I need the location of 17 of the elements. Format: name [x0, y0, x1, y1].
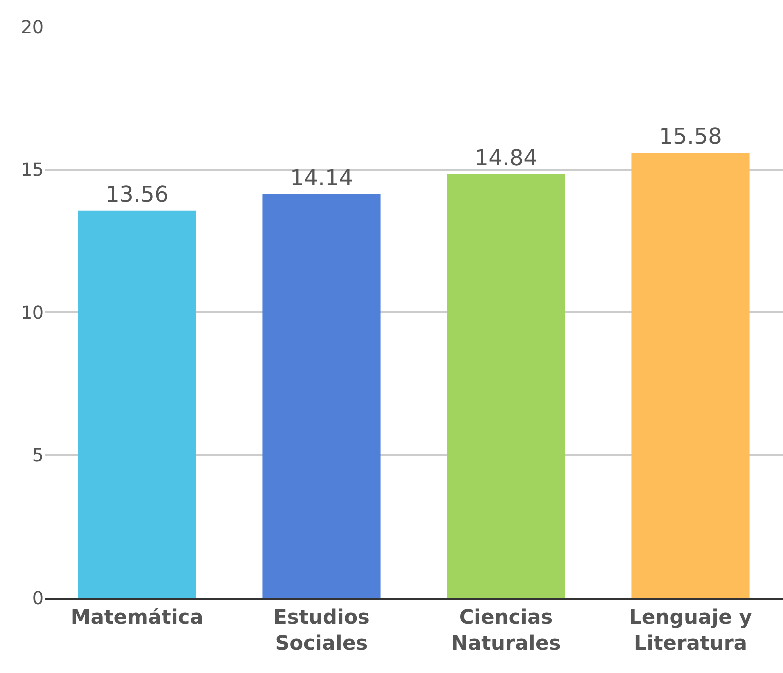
- y-tick-label: 5: [32, 446, 44, 467]
- data-label: 13.56: [106, 182, 169, 208]
- data-label: 15.58: [659, 125, 722, 150]
- y-tick-label: 15: [21, 160, 44, 182]
- bar: [262, 194, 381, 598]
- data-label: 14.84: [474, 146, 538, 172]
- x-tick-label: Matemática: [70, 605, 204, 629]
- data-label: 14.14: [290, 166, 354, 192]
- x-tick-label: Estudios Sociales: [274, 605, 370, 655]
- bar: [78, 210, 196, 598]
- y-tick-label: 0: [32, 588, 44, 610]
- y-tick-label: 10: [21, 302, 44, 324]
- x-tick-label: Ciencias Naturales: [451, 605, 562, 655]
- x-tick-label: Lenguaje y Literatura: [629, 605, 752, 655]
- y-tick-label: 20: [21, 17, 44, 38]
- bar: [632, 153, 750, 598]
- bar: [447, 174, 566, 598]
